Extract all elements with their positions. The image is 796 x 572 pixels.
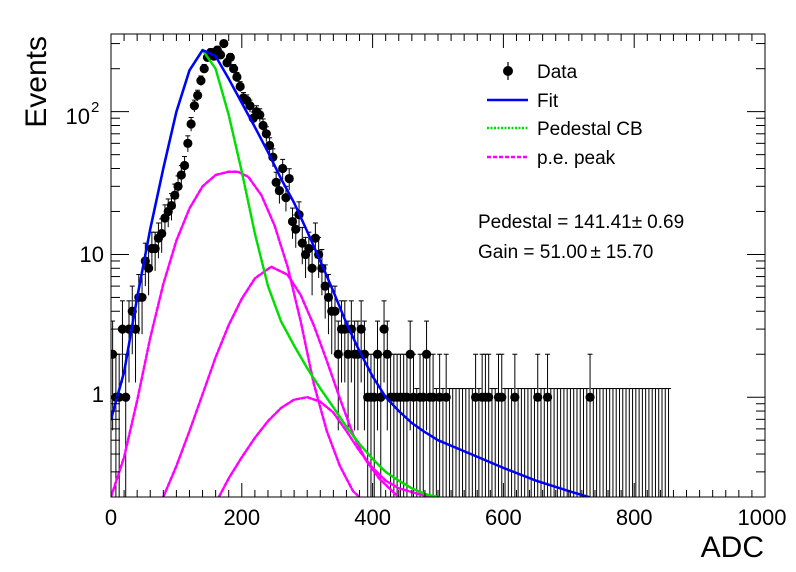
data-point <box>484 392 494 402</box>
data-point <box>323 292 334 303</box>
data-point <box>261 129 271 139</box>
data-point <box>297 238 307 248</box>
data-point <box>533 392 543 402</box>
x-axis: 0 200 400 600 800 1000 <box>105 505 787 530</box>
pe-peak-curve-3 <box>217 395 433 497</box>
data-point <box>189 101 199 111</box>
data-point <box>274 186 285 196</box>
plot-frame <box>110 33 766 498</box>
x-tick-label: 0 <box>105 505 117 530</box>
data-point <box>193 90 203 101</box>
data-point <box>542 392 553 402</box>
y-tick-label: 1 <box>92 382 104 407</box>
x-axis-title: ADC <box>701 531 764 564</box>
y-axis: 1 10 10 2 <box>66 99 104 407</box>
data-point <box>405 349 415 359</box>
legend-label-pedestal: Pedestal CB <box>537 119 643 140</box>
data-point <box>219 38 229 49</box>
data-point <box>255 110 265 120</box>
legend-label-data: Data <box>537 62 578 83</box>
x-tick-label: 400 <box>354 505 391 530</box>
legend-label-pe-peak: p.e. peak <box>537 148 616 169</box>
data-point <box>320 281 330 291</box>
data-point <box>281 193 291 203</box>
x-tick-label: 600 <box>485 505 522 530</box>
data-point <box>173 181 183 191</box>
data-point <box>170 190 180 200</box>
x-tick-label: 200 <box>223 505 260 530</box>
axis-ticks <box>110 34 766 498</box>
data-point <box>144 263 154 273</box>
legend: Data Fit Pedestal CB p.e. peak <box>487 62 643 169</box>
data-point <box>117 324 128 334</box>
data-point <box>229 64 239 74</box>
data-point <box>304 243 314 254</box>
data-point <box>150 243 160 254</box>
annotation-pedestal: Pedestal = 141.41± 0.69 <box>478 212 684 233</box>
data-point <box>330 306 340 316</box>
data-point <box>441 392 451 402</box>
x-tick-label: 800 <box>616 505 653 530</box>
data-point <box>137 292 147 303</box>
data-point <box>264 140 275 151</box>
fit-curve <box>111 48 590 497</box>
data-series <box>111 38 672 497</box>
data-point <box>235 81 245 92</box>
data-point <box>199 64 209 74</box>
legend-item-fit: Fit <box>487 91 559 112</box>
data-point <box>183 138 193 148</box>
annotation-gain: Gain = 51.00 ±15.70 <box>478 242 653 263</box>
data-point <box>421 349 432 359</box>
data-point <box>418 392 428 402</box>
data-point <box>471 392 481 402</box>
fit-curves <box>111 48 590 497</box>
data-point <box>369 392 379 402</box>
data-point <box>196 76 206 86</box>
data-point <box>287 216 298 227</box>
data-point <box>245 101 255 111</box>
legend-data-marker <box>503 66 513 76</box>
data-point <box>176 170 186 180</box>
y-axis-title: Events <box>20 36 53 128</box>
data-point <box>408 392 419 402</box>
data-point <box>232 72 242 82</box>
data-point <box>379 324 389 334</box>
data-point <box>179 160 190 171</box>
data-point <box>428 392 438 402</box>
data-point <box>510 392 520 402</box>
data-point <box>258 120 268 131</box>
data-point <box>186 119 196 129</box>
y-tick-exponent: 2 <box>91 99 99 116</box>
y-tick-label: 10 <box>66 104 90 129</box>
data-point <box>215 50 226 60</box>
data-point <box>402 392 412 402</box>
data-point <box>372 349 383 359</box>
data-point <box>284 173 294 184</box>
pe-peak-curve-1 <box>111 170 362 497</box>
data-point <box>497 392 507 402</box>
data-point <box>291 224 301 234</box>
y-tick-label: 10 <box>80 242 104 267</box>
legend-item-pedestal: Pedestal CB <box>487 119 643 140</box>
legend-label-fit: Fit <box>537 91 559 112</box>
data-point <box>310 233 320 243</box>
data-point <box>356 324 366 334</box>
data-point <box>343 349 353 359</box>
data-point <box>585 392 595 402</box>
x-tick-label: 1000 <box>738 505 787 530</box>
data-point <box>435 392 445 402</box>
legend-item-pe-peak: p.e. peak <box>487 148 616 169</box>
data-point <box>225 52 235 62</box>
data-point <box>166 200 177 211</box>
data-point <box>278 163 288 174</box>
data-point <box>333 349 343 359</box>
data-point <box>307 263 317 273</box>
legend-item-data: Data <box>503 62 578 83</box>
data-point <box>157 228 167 239</box>
data-point <box>382 349 392 359</box>
fit-results: Pedestal = 141.41± 0.69 Gain = 51.00 ±15.7… <box>478 212 684 263</box>
